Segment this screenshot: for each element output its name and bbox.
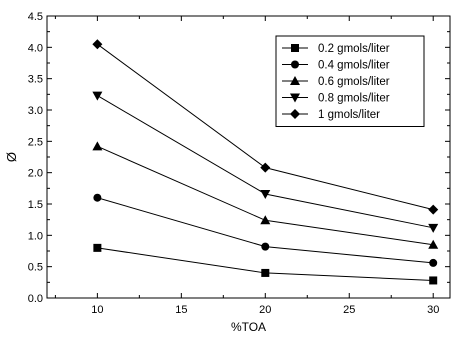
x-tick-label: 15	[175, 304, 187, 316]
series-2	[92, 141, 439, 249]
series-0	[93, 243, 438, 285]
x-axis-title: %TOA	[231, 320, 266, 334]
data-point	[429, 258, 438, 267]
legend-marker	[291, 60, 299, 69]
legend-marker	[291, 44, 299, 52]
legend-label: 1 gmols/liter	[318, 109, 380, 121]
legend-marker	[290, 93, 300, 103]
y-tick-label: 4.5	[28, 11, 43, 23]
data-point	[428, 223, 439, 233]
x-tick-label: 10	[91, 304, 103, 316]
y-tick-label: 3.5	[28, 74, 43, 86]
data-point	[92, 39, 103, 50]
legend-marker	[290, 76, 300, 85]
series-line	[97, 197, 434, 264]
y-tick-label: 4.0	[28, 42, 43, 54]
y-axis: 0.0 0.5 1.0 1.5 2.0 2.5 3.0 3.5 4.0 4.5	[28, 11, 450, 305]
series-1	[93, 193, 438, 267]
legend-label: 0.2 gmols/liter	[318, 43, 390, 55]
x-tick-label: 30	[427, 304, 439, 316]
data-point	[260, 189, 271, 199]
data-point	[260, 162, 271, 173]
y-tick-label: 3.0	[28, 105, 43, 117]
legend-item: 1 gmols/liter	[282, 109, 380, 121]
data-point	[93, 243, 102, 252]
series-4	[92, 39, 439, 215]
legend: 0.2 gmols/liter 0.4 gmols/liter 0.6 gmols/…	[275, 35, 425, 127]
legend-item: 0.8 gmols/liter	[282, 93, 390, 105]
data-point	[261, 268, 270, 277]
legend-item: 0.6 gmols/liter	[282, 76, 390, 88]
data-point	[428, 239, 439, 249]
legend-item: 0.2 gmols/liter	[282, 43, 390, 55]
legend-label: 0.4 gmols/liter	[318, 60, 390, 72]
data-point	[92, 91, 103, 101]
legend-label: 0.8 gmols/liter	[318, 93, 390, 105]
data-point	[92, 141, 103, 151]
x-axis: 10 15 20 25 30	[54, 16, 439, 316]
legend-marker	[290, 109, 300, 119]
x-tick-label: 20	[259, 304, 271, 316]
y-tick-label: 0.0	[28, 293, 43, 305]
y-tick-label: 1.5	[28, 199, 43, 211]
legend-item: 0.4 gmols/liter	[282, 60, 390, 72]
data-point	[429, 276, 438, 285]
series-3	[92, 91, 439, 233]
legend-label: 0.6 gmols/liter	[318, 76, 390, 88]
series-layer	[92, 39, 439, 285]
data-point	[260, 215, 271, 225]
y-tick-label: 2.5	[28, 136, 43, 148]
data-point	[261, 242, 270, 251]
data-point	[93, 193, 102, 202]
data-point	[428, 204, 439, 215]
x-tick-label: 25	[343, 304, 355, 316]
y-tick-label: 1.0	[28, 230, 43, 242]
y-axis-title: Ø	[4, 152, 19, 162]
y-tick-label: 0.5	[28, 262, 43, 274]
y-tick-label: 2.0	[28, 168, 43, 180]
